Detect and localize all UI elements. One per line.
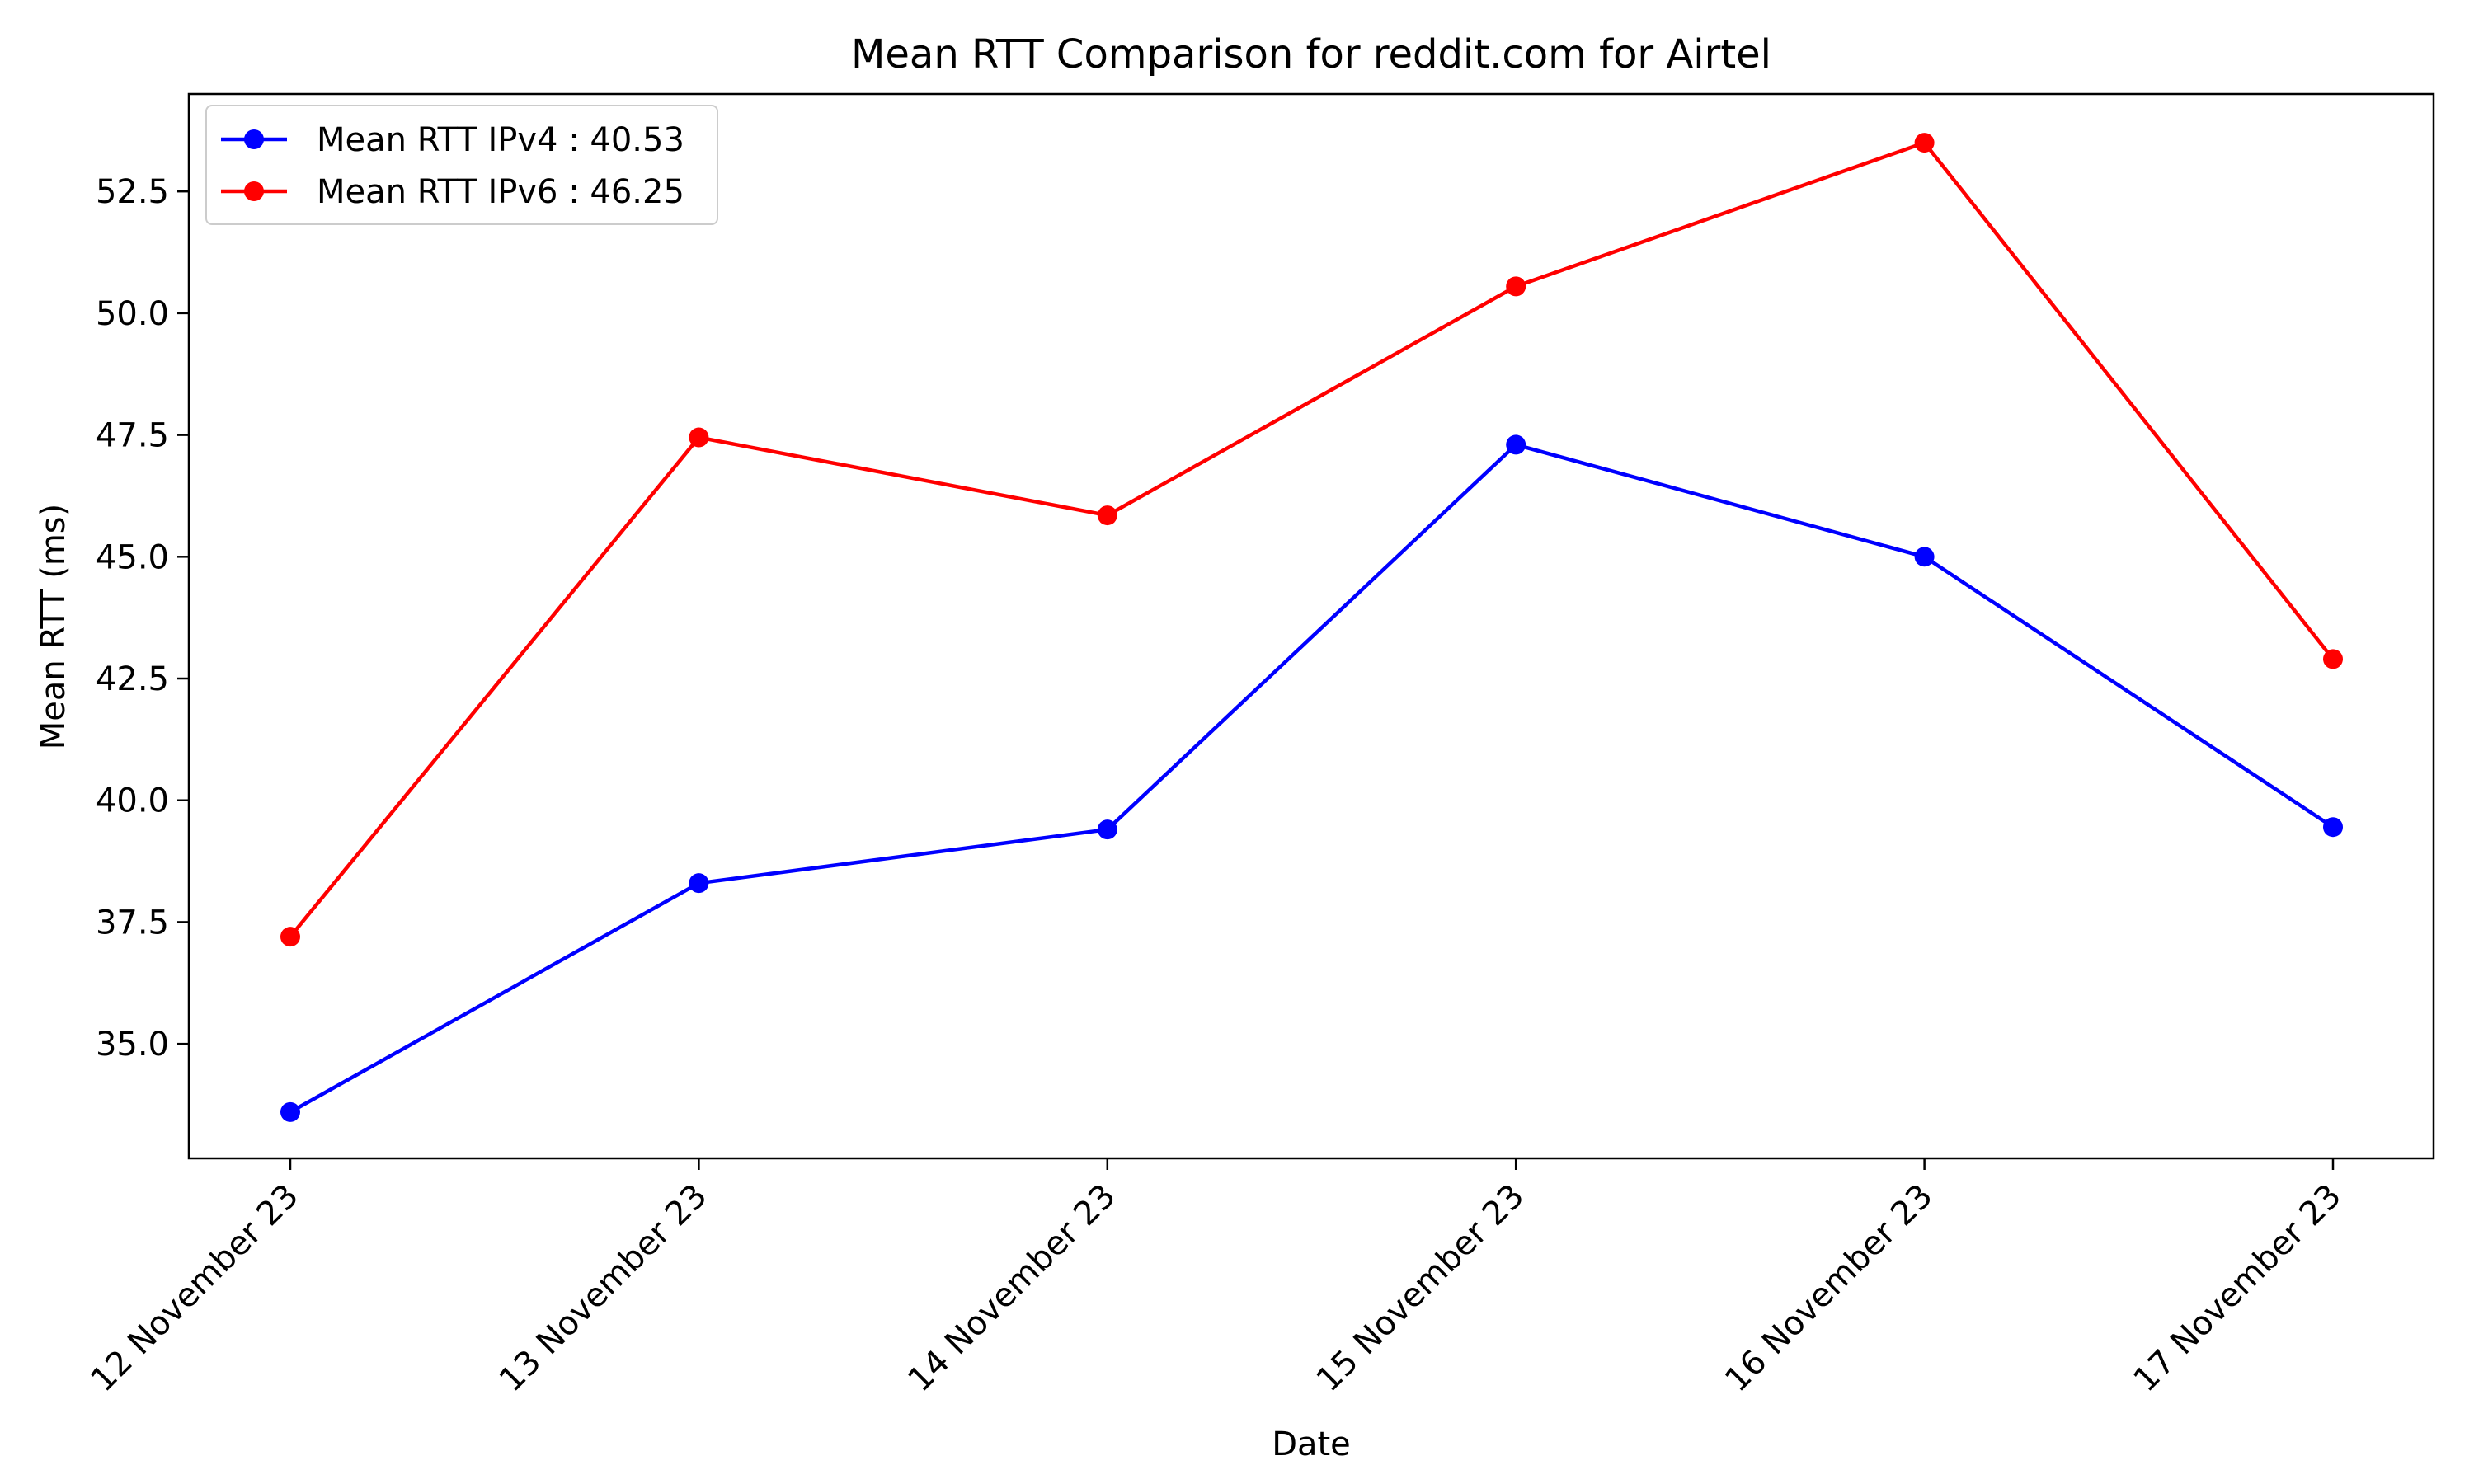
y-tick-label: 45.0 <box>96 538 169 576</box>
series-2-point <box>2323 649 2343 669</box>
series-line-2 <box>288 140 2335 939</box>
series-1-point <box>1914 547 1935 567</box>
chart-title: Mean RTT Comparison for reddit.com for A… <box>851 31 1771 77</box>
series-2-point <box>689 427 709 448</box>
legend-entry-label: Mean RTT IPv6 : 46.25 <box>317 173 684 211</box>
series-2-point <box>1097 505 1117 526</box>
series-2-point <box>1506 276 1526 297</box>
y-tick-label: 40.0 <box>96 782 169 820</box>
series-2-point <box>280 927 300 947</box>
y-tick-label: 52.5 <box>96 173 169 211</box>
y-tick-label: 42.5 <box>96 660 169 698</box>
series-1-point <box>1506 434 1526 455</box>
series-layer <box>280 133 2343 1122</box>
legend-box <box>205 105 718 225</box>
series-line-1 <box>288 443 2335 1115</box>
y-axis-label: Mean RTT (ms) <box>35 504 73 749</box>
legend-entry-label: Mean RTT IPv4 : 40.53 <box>317 121 684 159</box>
y-tick-label: 47.5 <box>96 417 169 455</box>
series-1-point <box>689 873 709 894</box>
legend-marker <box>244 181 264 201</box>
series-1-point <box>2323 817 2343 838</box>
plot-area-frame <box>187 92 2435 1160</box>
legend-marker <box>244 129 264 149</box>
y-tick-label: 37.5 <box>96 904 169 942</box>
series-2-point <box>1914 133 1935 153</box>
y-tick-label: 50.0 <box>96 295 169 333</box>
x-axis-label: Date <box>1272 1425 1351 1463</box>
series-1-point <box>1097 819 1117 840</box>
series-1-point <box>280 1101 300 1122</box>
y-tick-label: 35.0 <box>96 1026 169 1064</box>
legend: Mean RTT IPv4 : 40.53 Mean RTT IPv6 : 46.… <box>205 105 718 225</box>
